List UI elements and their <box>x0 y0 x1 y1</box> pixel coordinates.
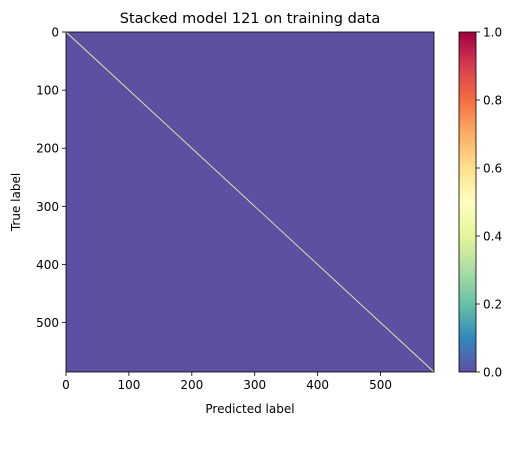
colorbar-tick-label: 0.6 <box>483 162 502 176</box>
colorbar-gradient <box>458 31 477 373</box>
heatmap-plot-area <box>65 31 435 373</box>
x-tick-label: 0 <box>62 378 70 392</box>
y-tick-label: 400 <box>36 258 59 272</box>
y-tick-label: 100 <box>36 84 59 98</box>
chart-title: Stacked model 121 on training data <box>120 11 381 27</box>
plot-frame <box>65 31 435 373</box>
colorbar: 0.0 0.2 0.4 0.6 0.8 1.0 <box>458 26 502 380</box>
y-tick-label: 200 <box>36 142 59 156</box>
matrix-diagonal-cells <box>65 31 435 373</box>
x-tick-label: 100 <box>117 378 140 392</box>
y-tick-label: 300 <box>36 200 59 214</box>
x-tick-label: 500 <box>369 378 392 392</box>
x-tick-label: 200 <box>180 378 203 392</box>
colorbar-ticks: 0.0 0.2 0.4 0.6 0.8 1.0 <box>476 26 502 380</box>
y-axis-ticks: 0 100 200 300 400 500 <box>36 26 66 330</box>
y-tick-label: 500 <box>36 316 59 330</box>
x-tick-label: 300 <box>243 378 266 392</box>
colorbar-tick-label: 0.8 <box>483 94 502 108</box>
y-axis-label: True label <box>9 173 23 232</box>
colorbar-tick-label: 0.0 <box>483 366 502 380</box>
colorbar-tick-label: 1.0 <box>483 26 502 40</box>
x-axis-ticks: 0 100 200 300 400 500 <box>62 372 392 392</box>
colorbar-tick-label: 0.2 <box>483 298 502 312</box>
x-axis-label: Predicted label <box>205 402 294 416</box>
colorbar-tick-label: 0.4 <box>483 230 502 244</box>
y-tick-label: 0 <box>51 26 59 40</box>
x-tick-label: 400 <box>306 378 329 392</box>
